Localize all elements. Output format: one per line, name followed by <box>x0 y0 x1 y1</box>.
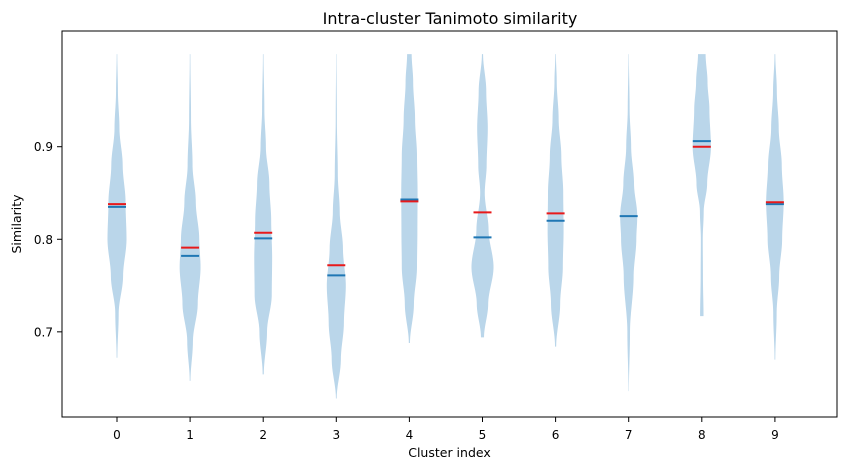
x-tick-label-4: 4 <box>406 428 414 442</box>
y-tick-label-2: 0.9 <box>34 140 53 154</box>
y-tick-label-0: 0.7 <box>34 325 53 339</box>
x-tick-label-6: 6 <box>552 428 560 442</box>
x-tick-label-9: 9 <box>771 428 779 442</box>
x-tick-label-8: 8 <box>698 428 706 442</box>
y-tick-label-1: 0.8 <box>34 233 53 247</box>
violin-body-5 <box>471 54 494 338</box>
chart-title: Intra-cluster Tanimoto similarity <box>323 9 578 28</box>
violin-body-7 <box>620 54 638 392</box>
violin-body-9 <box>766 54 784 360</box>
violin-body-2 <box>254 54 273 375</box>
x-tick-label-2: 2 <box>259 428 267 442</box>
violins-group <box>107 54 784 399</box>
y-axis-label: Similarity <box>9 194 24 254</box>
violin-body-3 <box>326 54 346 399</box>
violin-body-8 <box>692 54 711 317</box>
x-tick-label-3: 3 <box>332 428 340 442</box>
violin-body-1 <box>179 54 201 381</box>
x-axis-ticks: 0 1 2 3 4 5 6 7 8 9 <box>113 417 779 442</box>
y-axis-ticks: 0.7 0.8 0.9 <box>34 140 62 339</box>
violin-body-6 <box>547 54 564 347</box>
x-tick-label-5: 5 <box>479 428 487 442</box>
plot-frame <box>61 30 838 418</box>
x-tick-label-0: 0 <box>113 428 121 442</box>
x-tick-label-1: 1 <box>186 428 194 442</box>
x-axis-label: Cluster index <box>408 445 491 460</box>
x-tick-label-7: 7 <box>625 428 633 442</box>
